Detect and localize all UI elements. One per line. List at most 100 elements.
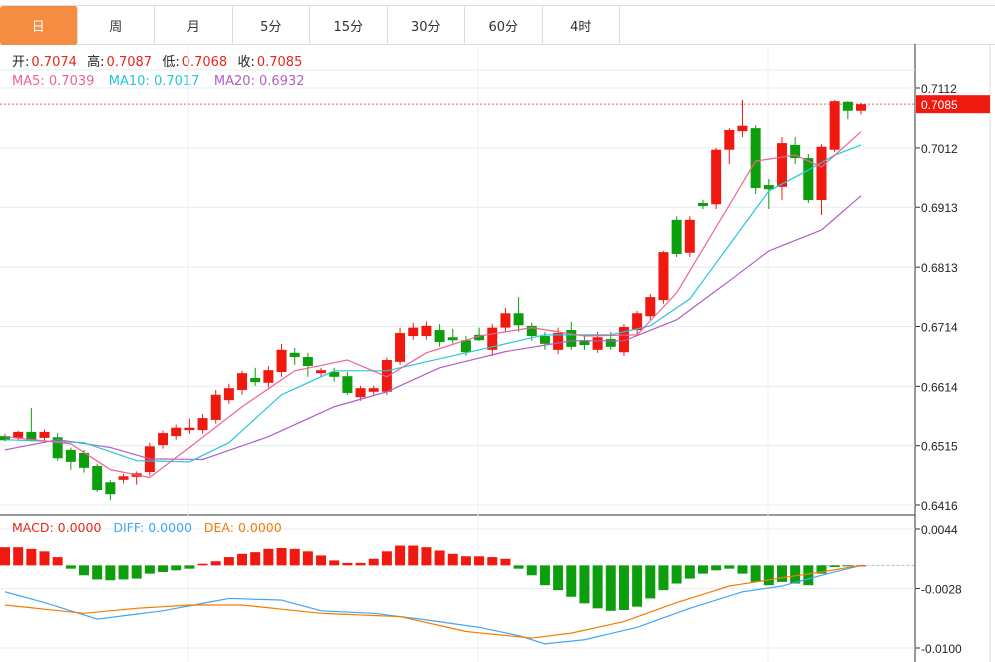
candle-body [711, 149, 722, 205]
high-label: 高: [87, 55, 105, 70]
macd-tick-label: 0.0044 [921, 523, 958, 537]
tab-6[interactable]: 60分 [465, 6, 543, 45]
candle-body [342, 376, 353, 393]
candle-body [276, 349, 287, 372]
candle-body [579, 340, 590, 346]
macd-bar [763, 565, 774, 586]
candle [184, 418, 195, 434]
candle-body [618, 327, 629, 353]
candle [210, 389, 221, 424]
macd-bar [395, 545, 406, 566]
macd-bar [13, 547, 24, 566]
candle-body [684, 219, 695, 253]
candle [131, 471, 142, 485]
candle-body [776, 143, 787, 187]
period-tabs: 日周月 5分 15分 30分 60分 4时 [0, 5, 995, 45]
candle [395, 327, 406, 365]
macd-bar [237, 553, 248, 566]
macd-bar [118, 565, 129, 580]
candle [302, 352, 313, 377]
candle-body [605, 339, 616, 347]
candle-body [447, 337, 458, 341]
macd-bar [750, 565, 761, 582]
macd-bar [711, 565, 722, 571]
dea-value: DEA: 0.0000 [203, 520, 282, 535]
macd-bar [618, 565, 629, 610]
candle-body [790, 144, 801, 159]
candle [803, 153, 814, 204]
macd-bar [460, 556, 471, 566]
macd-bar [579, 565, 590, 604]
tab-2[interactable]: 月 [155, 6, 233, 45]
macd-bar [342, 562, 353, 566]
tab-7[interactable]: 4时 [543, 6, 620, 45]
candle [816, 144, 827, 216]
candle [79, 449, 90, 473]
candle-body [13, 431, 24, 438]
candle-body [513, 313, 524, 326]
candle [750, 125, 761, 195]
open-value: 0.7074 [31, 55, 77, 70]
macd-bar [210, 561, 221, 566]
macd-bar [790, 565, 801, 584]
candle-body [526, 325, 537, 337]
macd-info: MACD: 0.0000 DIFF: 0.0000 DEA: 0.0000 [12, 520, 282, 535]
current-price-badge [916, 95, 990, 114]
candle-body [263, 370, 274, 383]
candle [276, 343, 287, 377]
macd-bar [39, 551, 50, 566]
macd-bar [658, 565, 669, 591]
candle [697, 200, 708, 210]
macd-bar [105, 565, 116, 581]
macd-bar [65, 565, 76, 569]
low-label: 低: [162, 55, 180, 70]
candle-body [158, 433, 169, 446]
diff-value: DIFF: 0.0000 [113, 520, 192, 535]
macd-bar [513, 565, 524, 569]
macd-bar [842, 565, 853, 567]
candle [197, 413, 208, 434]
candle-body [658, 252, 669, 301]
candle-body [408, 327, 419, 337]
macd-bar [316, 555, 327, 566]
tab-0[interactable]: 日 [0, 6, 78, 45]
candle-body [737, 125, 748, 132]
price-tick-label: 0.6614 [921, 380, 958, 394]
macd-bar [79, 565, 90, 576]
candle-body [381, 360, 392, 392]
ma20-line [4, 195, 862, 461]
candle [447, 328, 458, 344]
ma10-line [4, 144, 862, 463]
macd-bar [276, 548, 287, 566]
ma5-value: MA5: 0.7039 [12, 74, 95, 89]
candle [513, 297, 524, 332]
macd-bar [553, 565, 564, 591]
macd-bar [158, 565, 169, 572]
candle-body [250, 377, 261, 383]
candle-body [487, 327, 498, 350]
price-tick-label: 0.7012 [921, 142, 958, 156]
candle [579, 334, 590, 350]
tab-1[interactable]: 周 [78, 6, 155, 45]
candle-body [223, 388, 234, 401]
candle [368, 385, 379, 395]
macd-bar [26, 548, 37, 566]
tab-3[interactable]: 5分 [233, 6, 310, 45]
candle [158, 430, 169, 449]
candle-body [763, 185, 774, 190]
macd-bar [500, 558, 511, 566]
macd-bar [737, 565, 748, 574]
macd-bar [803, 565, 814, 586]
macd-bar [697, 565, 708, 574]
low-value: 0.7068 [181, 55, 228, 70]
tab-4[interactable]: 15分 [310, 6, 388, 45]
price-tick-label: 0.7112 [921, 82, 957, 96]
macd-bar [645, 565, 656, 599]
candle-body [671, 219, 682, 254]
candle [776, 137, 787, 201]
close-value: 0.7085 [256, 55, 303, 70]
candle-body [500, 313, 511, 328]
tab-5[interactable]: 30分 [388, 6, 465, 45]
candle-body [118, 476, 129, 480]
